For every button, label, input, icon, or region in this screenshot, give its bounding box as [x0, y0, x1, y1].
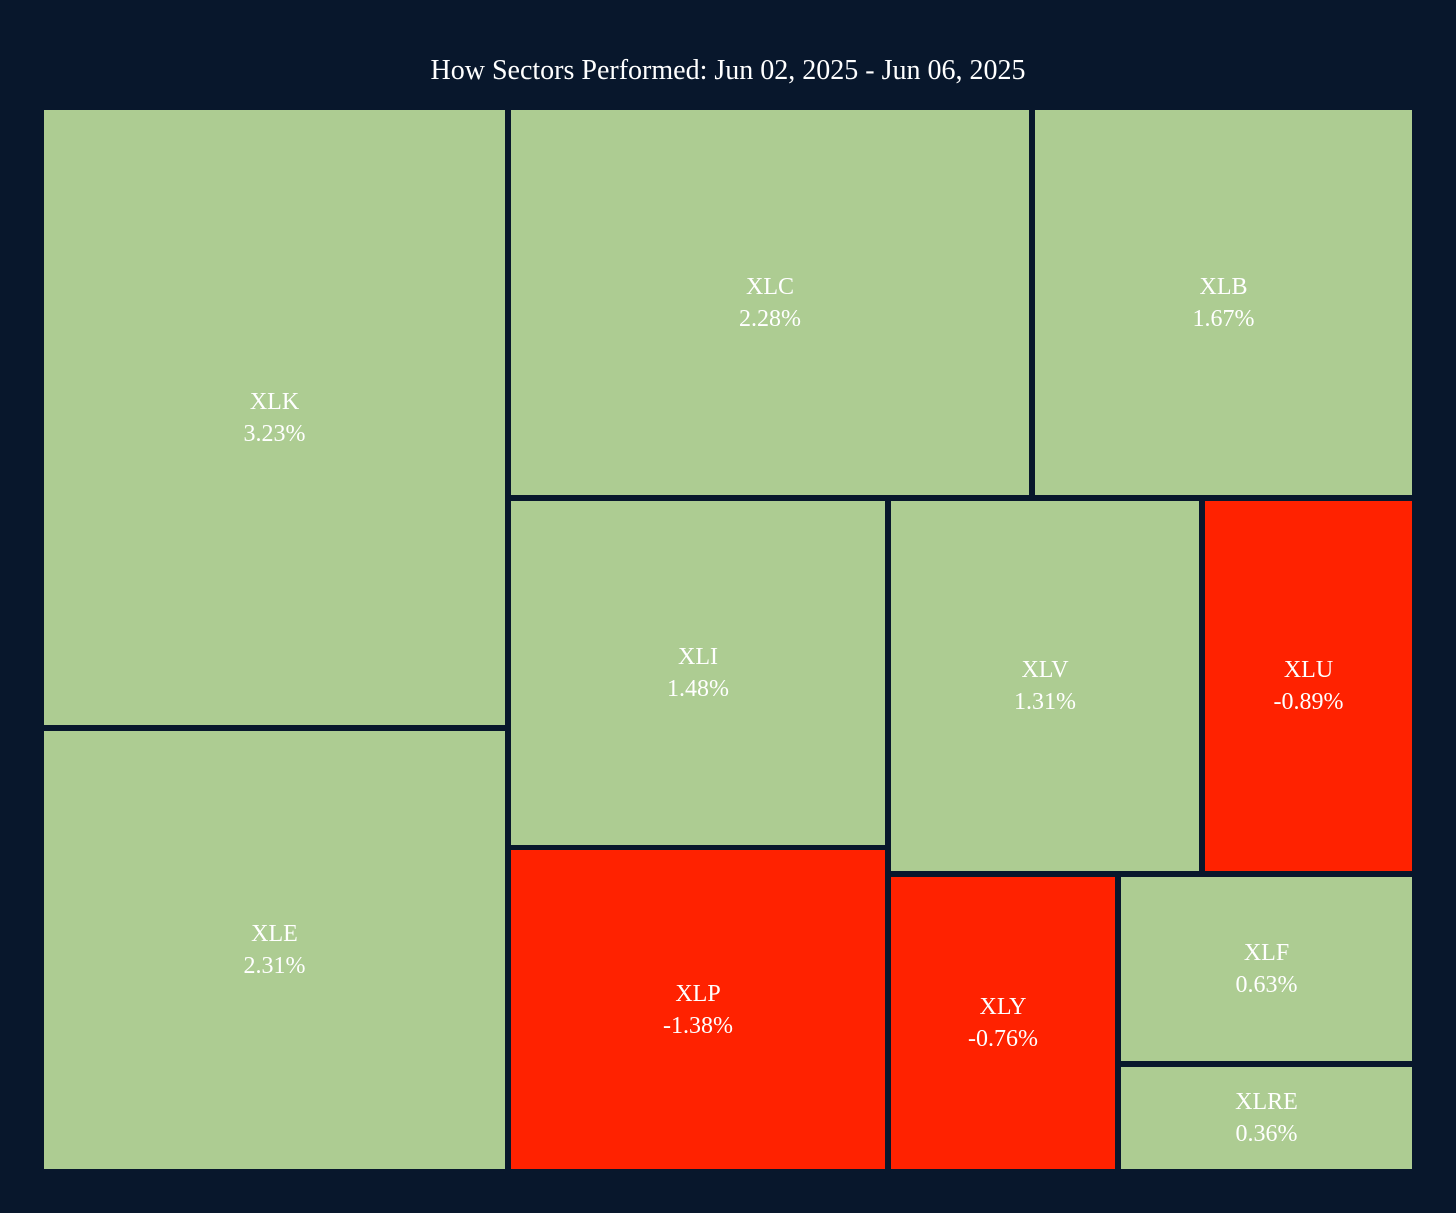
tile-ticker: XLU [1283, 657, 1334, 683]
tile-change: 0.36% [1235, 1121, 1298, 1147]
tile-xlc[interactable]: XLC 2.28% [511, 110, 1029, 495]
tile-xli[interactable]: XLI 1.48% [511, 501, 885, 845]
tile-xlf[interactable]: XLF 0.63% [1121, 877, 1412, 1061]
tile-change: 0.63% [1235, 972, 1298, 998]
tile-ticker: XLB [1199, 273, 1248, 300]
tile-ticker: XLY [979, 994, 1027, 1020]
chart-title: How Sectors Performed: Jun 02, 2025 - Ju… [430, 55, 1026, 86]
tile-xlk[interactable]: XLK 3.23% [44, 110, 505, 725]
tile-xlre[interactable]: XLRE 0.36% [1121, 1067, 1412, 1169]
tile-change: -1.38% [663, 1012, 733, 1039]
tile-xlv[interactable]: XLV 1.31% [891, 501, 1199, 871]
tile-change: 2.31% [243, 953, 306, 979]
tile-ticker: XLC [746, 273, 794, 300]
tile-change: -0.76% [968, 1026, 1038, 1052]
tile-xlp[interactable]: XLP -1.38% [511, 850, 885, 1169]
tile-xlb[interactable]: XLB 1.67% [1035, 110, 1412, 495]
tile-ticker: XLE [251, 921, 298, 947]
tile-change: 1.48% [667, 676, 729, 702]
tile-change: -0.89% [1273, 689, 1344, 715]
tile-xlu[interactable]: XLU -0.89% [1205, 501, 1412, 871]
tile-xle[interactable]: XLE 2.31% [44, 731, 505, 1169]
tile-ticker: XLI [678, 644, 718, 670]
tile-ticker: XLF [1243, 940, 1290, 966]
tile-change: 3.23% [243, 420, 306, 447]
tile-ticker: XLV [1021, 657, 1069, 683]
tile-xly[interactable]: XLY -0.76% [891, 877, 1115, 1169]
tile-change: 2.28% [739, 305, 801, 332]
tile-change: 1.31% [1014, 689, 1076, 715]
tile-ticker: XLP [675, 980, 721, 1007]
tile-ticker: XLRE [1235, 1089, 1298, 1115]
tile-change: 1.67% [1192, 305, 1255, 332]
tile-ticker: XLK [249, 388, 300, 415]
